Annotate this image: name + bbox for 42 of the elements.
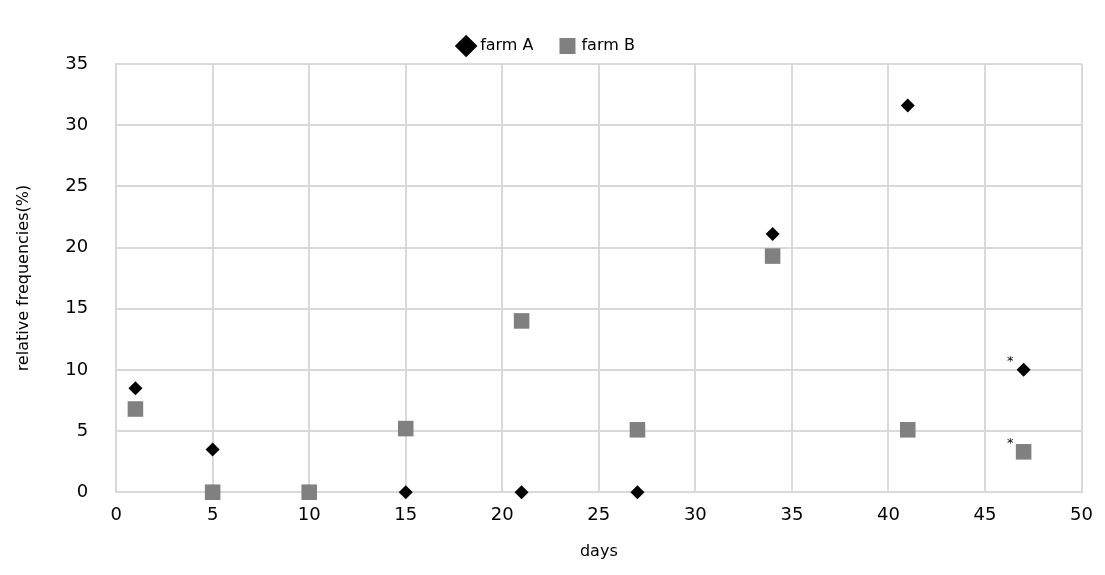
x-tick-label: 50 (1070, 502, 1093, 524)
x-tick-label: 35 (780, 502, 804, 524)
x-tick-label: 45 (973, 502, 997, 524)
x-tick-label: 15 (394, 502, 418, 524)
legend-label: farm A (480, 35, 534, 55)
point (301, 484, 317, 500)
y-tick-label: 35 (65, 51, 89, 73)
point (629, 422, 646, 438)
point (514, 485, 529, 500)
y-tick-label: 0 (76, 479, 89, 501)
x-tick-label: 10 (297, 502, 321, 524)
point (204, 484, 221, 500)
annotation: * (1007, 352, 1015, 368)
point (128, 381, 143, 396)
y-tick-label: 10 (65, 357, 89, 379)
x-tick-label: 0 (110, 502, 122, 524)
y-tick-label: 15 (65, 296, 89, 318)
y-tick-label: 25 (65, 174, 89, 196)
x-tick-label: 30 (683, 502, 707, 524)
y-tick-label: 20 (65, 235, 89, 257)
y-axis-title: relative frequencies(%) (12, 184, 32, 372)
x-tick-label: 20 (490, 502, 514, 524)
x-tick-label: 25 (587, 502, 611, 524)
point (764, 248, 781, 264)
point (513, 313, 530, 329)
point (127, 401, 144, 417)
x-tick-label: 40 (877, 502, 900, 524)
point (398, 485, 413, 500)
annotation: * (1007, 434, 1015, 450)
point (1015, 444, 1032, 460)
point (397, 420, 414, 437)
point (630, 485, 645, 500)
point (1016, 362, 1031, 377)
point (205, 442, 220, 457)
point (765, 227, 780, 242)
y-tick-label: 5 (76, 418, 89, 440)
x-axis-title: days (579, 540, 618, 560)
x-tick-label: 5 (206, 502, 219, 524)
legend-label: farm B (581, 35, 635, 55)
point (899, 422, 916, 438)
y-tick-label: 30 (65, 112, 89, 134)
point (900, 98, 915, 113)
